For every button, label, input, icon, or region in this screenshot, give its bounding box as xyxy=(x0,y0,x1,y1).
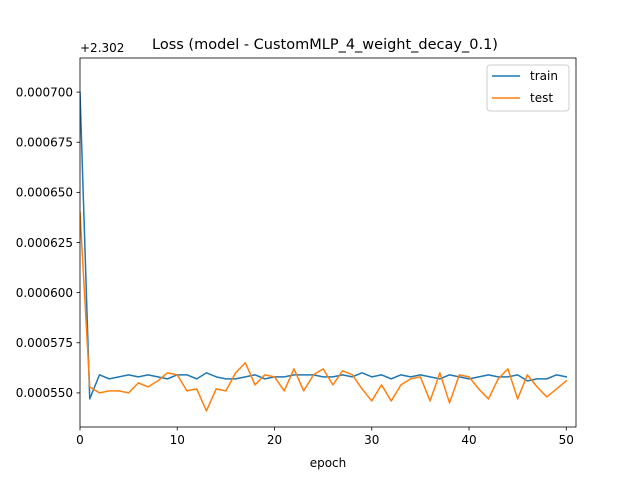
y-tick-label: 0.000575 xyxy=(16,336,73,350)
series-line-test xyxy=(80,211,568,412)
x-tick-label: 30 xyxy=(364,433,379,447)
axes-frame xyxy=(79,57,577,428)
x-tick-label: 40 xyxy=(461,433,476,447)
x-tick-label: 20 xyxy=(267,433,282,447)
y-tick-label: 0.000650 xyxy=(16,186,73,200)
plot-area xyxy=(80,58,576,427)
y-tick-label: 0.000675 xyxy=(16,136,73,150)
y-offset-label: +2.302 xyxy=(80,41,124,55)
y-tick-label: 0.000625 xyxy=(16,236,73,250)
y-tick-label: 0.000600 xyxy=(16,286,73,300)
x-axis-label: epoch xyxy=(310,456,347,470)
y-tick-label: 0.000700 xyxy=(16,85,73,99)
legend-label-test: test xyxy=(530,91,553,105)
x-tick-label: 10 xyxy=(170,433,185,447)
legend: train test xyxy=(486,64,570,112)
legend-label-train: train xyxy=(530,69,558,83)
x-tick-label: 0 xyxy=(76,433,84,447)
x-tick-label: 50 xyxy=(559,433,574,447)
y-ticks: 0.000550 0.000575 0.000600 0.000625 0.000650… xyxy=(16,85,80,400)
x-ticks: 0 10 20 30 40 50 xyxy=(76,427,574,447)
chart-title: Loss (model - CustomMLP_4_weight_decay_0… xyxy=(152,37,498,53)
series-layer xyxy=(80,91,568,412)
y-tick-label: 0.000550 xyxy=(16,386,73,400)
